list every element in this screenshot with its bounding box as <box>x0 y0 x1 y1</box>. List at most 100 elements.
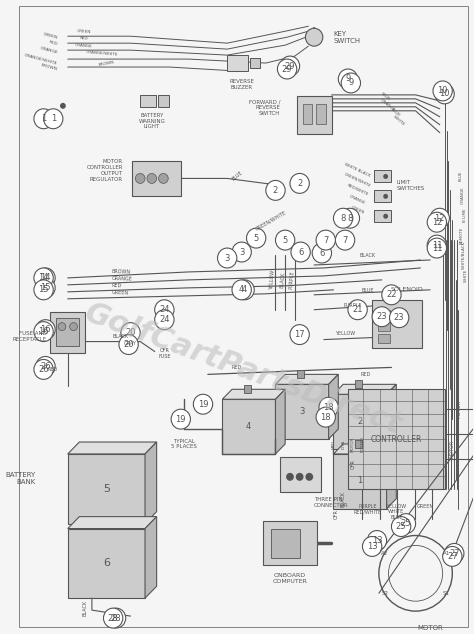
Circle shape <box>70 323 77 330</box>
Text: 9: 9 <box>346 74 351 84</box>
Text: GolfCartPartsDirect: GolfCartPartsDirect <box>81 299 406 441</box>
Text: FORWARD /
REVERSE
SWITCH: FORWARD / REVERSE SWITCH <box>249 100 280 116</box>
Polygon shape <box>145 517 156 598</box>
Text: 24: 24 <box>159 305 170 314</box>
Circle shape <box>316 230 336 250</box>
FancyBboxPatch shape <box>275 384 328 439</box>
Text: 25: 25 <box>396 522 406 531</box>
FancyBboxPatch shape <box>302 104 312 124</box>
Polygon shape <box>334 444 396 454</box>
Text: S1: S1 <box>443 591 450 596</box>
FancyBboxPatch shape <box>157 95 169 107</box>
Circle shape <box>34 280 53 300</box>
Circle shape <box>232 242 251 262</box>
Text: 3: 3 <box>299 406 304 416</box>
Circle shape <box>427 212 447 232</box>
Circle shape <box>58 323 66 330</box>
Circle shape <box>155 300 174 320</box>
Text: 18: 18 <box>320 413 331 422</box>
Circle shape <box>34 109 53 129</box>
Text: 28: 28 <box>108 614 118 623</box>
Text: 8: 8 <box>340 214 346 223</box>
FancyBboxPatch shape <box>68 454 145 524</box>
Circle shape <box>246 228 266 248</box>
Text: MOTOR: MOTOR <box>449 440 455 458</box>
Text: 7: 7 <box>323 236 328 245</box>
Text: BLUE: BLUE <box>459 170 463 181</box>
Text: ORANGE: ORANGE <box>39 46 58 55</box>
Text: POTTER: POTTER <box>360 436 365 452</box>
Text: 19: 19 <box>198 399 208 409</box>
Text: 22: 22 <box>386 290 397 299</box>
Circle shape <box>275 230 295 250</box>
Text: BATTERY
BANK: BATTERY BANK <box>6 472 36 485</box>
FancyBboxPatch shape <box>50 312 85 354</box>
Polygon shape <box>328 375 338 439</box>
Circle shape <box>319 398 338 417</box>
Text: 5: 5 <box>254 233 259 243</box>
Circle shape <box>60 103 66 109</box>
Text: 19: 19 <box>175 415 186 424</box>
Text: GREEN: GREEN <box>77 29 91 34</box>
FancyBboxPatch shape <box>263 521 317 566</box>
Text: YELLOW: YELLOW <box>269 269 276 290</box>
FancyBboxPatch shape <box>374 210 392 222</box>
Circle shape <box>367 531 387 550</box>
Text: BLACK: BLACK <box>341 491 346 507</box>
Circle shape <box>277 59 297 79</box>
FancyBboxPatch shape <box>271 529 300 559</box>
Text: MOTOR: MOTOR <box>417 625 443 631</box>
FancyBboxPatch shape <box>378 321 390 330</box>
Circle shape <box>147 174 156 183</box>
Text: BLUE: BLUE <box>390 108 401 118</box>
Text: 26: 26 <box>38 365 49 374</box>
Circle shape <box>363 536 382 557</box>
Text: 2: 2 <box>357 417 362 425</box>
Text: BLUE: BLUE <box>361 288 374 293</box>
Text: GRAY: GRAY <box>124 340 137 346</box>
FancyBboxPatch shape <box>227 55 248 71</box>
FancyBboxPatch shape <box>132 160 181 197</box>
Text: PURPLE: PURPLE <box>289 271 295 289</box>
Text: BLACK: BLACK <box>82 600 87 616</box>
FancyBboxPatch shape <box>372 300 422 347</box>
Polygon shape <box>68 517 156 529</box>
Text: 4: 4 <box>246 422 251 430</box>
Text: 10: 10 <box>438 86 448 95</box>
Circle shape <box>34 321 53 342</box>
Text: BROWN: BROWN <box>98 60 115 67</box>
FancyBboxPatch shape <box>250 58 260 68</box>
Text: WHITE: WHITE <box>392 115 406 127</box>
Text: 1: 1 <box>41 114 46 123</box>
Text: 6: 6 <box>103 559 110 568</box>
Circle shape <box>136 174 145 183</box>
Text: OFR: OFR <box>350 459 356 469</box>
Circle shape <box>280 56 300 76</box>
Text: 29: 29 <box>285 61 295 70</box>
Circle shape <box>396 514 416 534</box>
Text: 5: 5 <box>283 236 288 245</box>
Circle shape <box>218 248 237 268</box>
Circle shape <box>334 209 353 228</box>
Text: A2: A2 <box>381 551 388 556</box>
Text: GREEN: GREEN <box>417 503 434 508</box>
Polygon shape <box>145 442 156 524</box>
Circle shape <box>155 310 174 330</box>
Text: 23: 23 <box>376 312 387 321</box>
FancyBboxPatch shape <box>378 333 390 342</box>
Circle shape <box>443 547 462 566</box>
Text: PURPLE: PURPLE <box>344 303 362 307</box>
FancyBboxPatch shape <box>140 95 155 107</box>
Circle shape <box>36 278 55 298</box>
Text: S2: S2 <box>381 591 388 596</box>
Circle shape <box>290 174 310 193</box>
Text: 20: 20 <box>125 328 136 337</box>
Polygon shape <box>387 384 396 449</box>
FancyBboxPatch shape <box>374 171 392 183</box>
FancyBboxPatch shape <box>297 370 304 378</box>
Text: 2: 2 <box>297 179 302 188</box>
FancyBboxPatch shape <box>68 529 145 598</box>
Text: 28: 28 <box>111 614 121 623</box>
Text: 1: 1 <box>357 476 362 485</box>
Text: 25: 25 <box>401 519 411 528</box>
